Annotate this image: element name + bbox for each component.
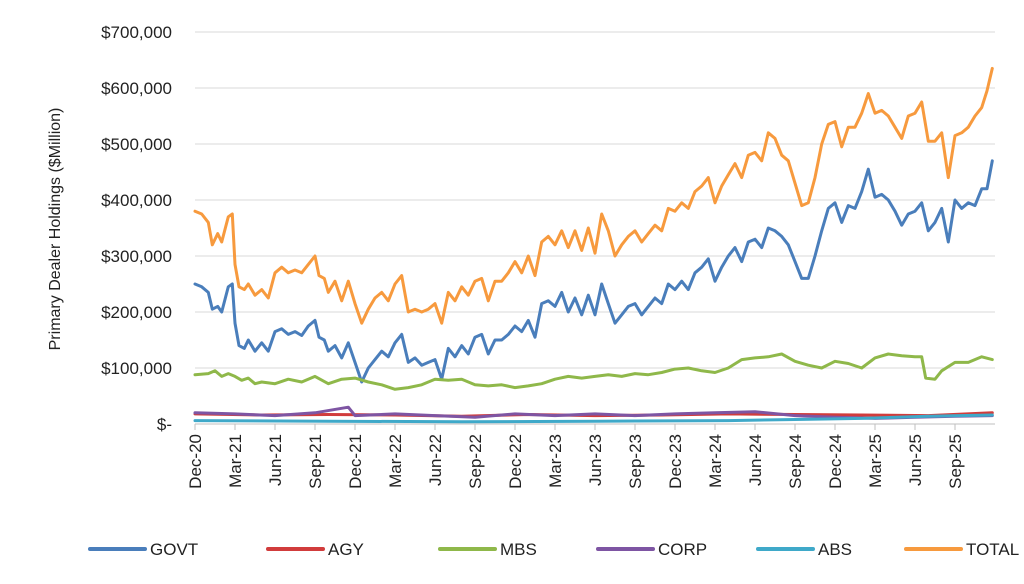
y-tick-label: $700,000 — [101, 23, 172, 42]
x-tick-label: Dec-21 — [346, 434, 365, 489]
series-line-total — [193, 66, 994, 325]
x-tick-label: Sep-21 — [306, 434, 325, 489]
x-tick-label: Dec-24 — [826, 434, 845, 489]
y-tick-label: $- — [157, 415, 172, 434]
y-tick-label: $500,000 — [101, 135, 172, 154]
gridlines — [195, 31, 995, 369]
series-line-govt — [193, 159, 994, 384]
y-tick-label: $200,000 — [101, 303, 172, 322]
x-tick-label: Sep-22 — [466, 434, 485, 489]
x-tick-label: Jun-23 — [586, 434, 605, 486]
series-line-agy — [193, 411, 994, 418]
x-tick-label: Jun-21 — [266, 434, 285, 486]
x-tick-label: Mar-25 — [866, 434, 885, 488]
x-tick-label: Sep-25 — [946, 434, 965, 489]
x-tick-label: Mar-21 — [226, 434, 245, 488]
y-tick-label: $600,000 — [101, 79, 172, 98]
y-axis: $- $100,000 $200,000 $300,000 $400,000 $500,0… — [101, 23, 172, 434]
x-tick-label: Sep-23 — [626, 434, 645, 489]
x-tick-label: Mar-24 — [706, 434, 725, 488]
legend-label-total: TOTAL — [966, 540, 1019, 559]
y-tick-label: $100,000 — [101, 359, 172, 378]
x-tick-label: Mar-22 — [386, 434, 405, 488]
x-tick-label: Sep-24 — [786, 434, 805, 489]
plot-area — [193, 66, 994, 424]
x-tick-label: Jun-24 — [746, 434, 765, 486]
x-tick-label: Dec-22 — [506, 434, 525, 489]
x-tick-label: Dec-23 — [666, 434, 685, 489]
legend-label-govt: GOVT — [150, 540, 198, 559]
y-axis-title: Primary Dealer Holdings ($Million) — [47, 108, 64, 351]
legend-label-agy: AGY — [328, 540, 364, 559]
legend-label-mbs: MBS — [500, 540, 537, 559]
x-axis: Dec-20 Mar-21 Jun-21 Sep-21 Dec-21 Mar-22 Jun-… — [186, 423, 995, 489]
x-tick-label: Jun-22 — [426, 434, 445, 486]
legend: GOVT AGY MBS CORP ABS TOTAL — [88, 540, 1019, 559]
y-tick-label: $300,000 — [101, 247, 172, 266]
legend-label-corp: CORP — [658, 540, 707, 559]
series-line-abs — [193, 413, 994, 424]
legend-label-abs: ABS — [818, 540, 852, 559]
y-tick-label: $400,000 — [101, 191, 172, 210]
x-tick-label: Mar-23 — [546, 434, 565, 488]
x-tick-label: Jun-25 — [906, 434, 925, 486]
series-line-mbs — [193, 352, 994, 391]
x-tick-label: Dec-20 — [186, 434, 205, 489]
